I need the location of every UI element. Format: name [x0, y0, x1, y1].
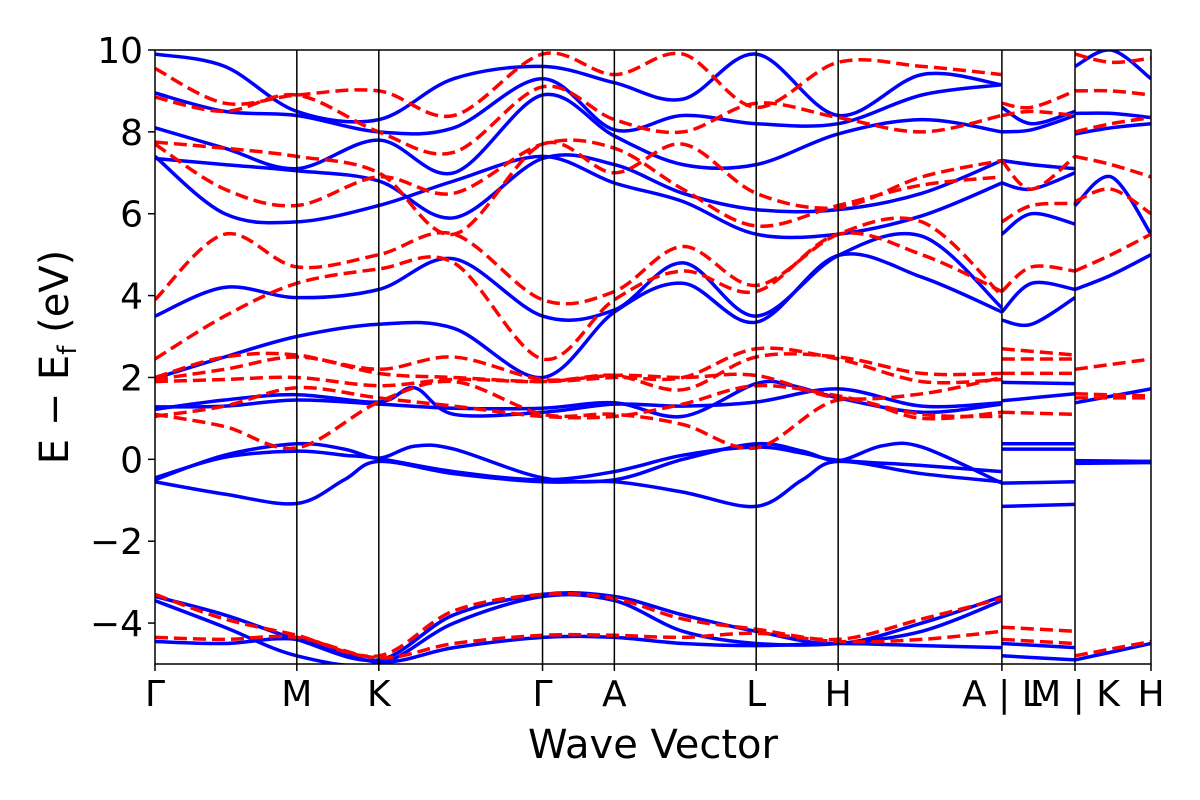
dashed-band-13 — [1001, 410, 1076, 417]
y-tick-label-6: 8 — [120, 113, 143, 154]
solid-band-36 — [1074, 111, 1151, 120]
x-tick-label-4: A — [602, 674, 627, 715]
y-axis-ticks: −4 −2 0 2 4 6 8 10 — [90, 31, 155, 645]
y-tick-label-2: 0 — [120, 440, 143, 481]
solid-band-15 — [1001, 480, 1076, 485]
solid-band-35 — [1074, 121, 1151, 136]
high-symmetry-lines — [296, 50, 1076, 664]
y-tick-label-1: −2 — [90, 522, 143, 563]
solid-band-26 — [1001, 113, 1076, 134]
dashed-band-26 — [1074, 357, 1151, 372]
x-tick-label-3: Γ — [533, 674, 553, 715]
dashed-band-28 — [1074, 187, 1151, 216]
solid-band-19 — [1001, 380, 1076, 386]
x-tick-label-8: M | K — [1030, 674, 1121, 715]
dashed-band-27 — [1074, 232, 1151, 273]
y-tick-label-0: −4 — [90, 604, 143, 645]
solid-band-16 — [1001, 502, 1076, 509]
solid-band-28 — [1001, 641, 1076, 650]
dashed-band-31 — [1074, 88, 1151, 97]
solid-band-23 — [1000, 211, 1076, 236]
solid-band-21 — [1001, 296, 1076, 328]
y-axis-title-unit: (eV) — [32, 250, 78, 346]
y-axis-title: E − Ef (eV) — [32, 250, 83, 465]
plot-frame — [154, 49, 1152, 665]
solid-band-2 — [155, 441, 1003, 485]
dashed-band-17 — [1000, 264, 1076, 293]
dashed-band-19 — [1000, 155, 1077, 191]
solid-band-31 — [1074, 460, 1151, 466]
dashed-band-7 — [155, 138, 1003, 229]
solid-band-13 — [155, 592, 1003, 664]
dashed-band-32 — [1074, 52, 1151, 65]
dashed-band-1 — [155, 383, 1002, 420]
solid-band-29 — [1001, 654, 1076, 662]
dashed-band-30 — [1074, 115, 1151, 134]
x-tick-label-0: Γ — [145, 674, 165, 715]
dashed-band-12 — [155, 629, 1003, 660]
x-tick-label-5: L — [746, 674, 766, 715]
solid-band-37 — [1074, 50, 1151, 81]
solid-band-33 — [1074, 253, 1151, 292]
y-tick-label-5: 6 — [120, 195, 143, 236]
x-axis-ticks: Γ M K Γ A L H A | LM | K H — [145, 664, 1165, 715]
solid-band-34 — [1073, 174, 1151, 236]
y-tick-label-3: 2 — [120, 358, 143, 399]
x-axis-title: Wave Vector — [528, 722, 779, 768]
dashed-band-29 — [1074, 154, 1151, 179]
x-tick-label-1: M — [281, 674, 312, 715]
y-tick-label-7: 10 — [97, 31, 143, 72]
solid-band-11 — [155, 52, 1003, 124]
dashed-band-25 — [1074, 392, 1151, 398]
solid-band-0 — [155, 459, 1003, 509]
solid-band-1 — [155, 445, 1003, 482]
dashed-band-22 — [1001, 625, 1076, 634]
dashed-band-18 — [1000, 201, 1076, 224]
dashed-band-33 — [1074, 639, 1151, 658]
dashed-band-16 — [1001, 347, 1076, 357]
dashed-band-6 — [155, 216, 1004, 306]
dashed-band-23 — [1001, 637, 1076, 646]
solid-band-20 — [1001, 392, 1076, 403]
x-tick-label-6: H — [825, 674, 852, 715]
x-tick-label-9: H — [1137, 674, 1164, 715]
dashed-band-21 — [1001, 89, 1076, 110]
solid-band-6 — [155, 231, 1004, 322]
x-tick-label-2: K — [367, 674, 392, 715]
solid-band-8 — [155, 153, 1003, 220]
y-axis-title-subscript: f — [53, 345, 83, 355]
dashed-band-11 — [155, 591, 1003, 659]
y-tick-label-4: 4 — [120, 277, 143, 318]
dashed-band-20 — [1001, 109, 1076, 118]
dashed-band-0 — [155, 379, 1003, 451]
solid-band-22 — [1000, 280, 1076, 314]
y-axis-title-main: E − E — [32, 355, 78, 465]
x-tick-label-7: A | L — [962, 674, 1042, 715]
solid-band-38 — [1074, 641, 1151, 662]
dashed-band-3 — [155, 352, 1002, 392]
solid-band-5 — [155, 252, 1003, 380]
